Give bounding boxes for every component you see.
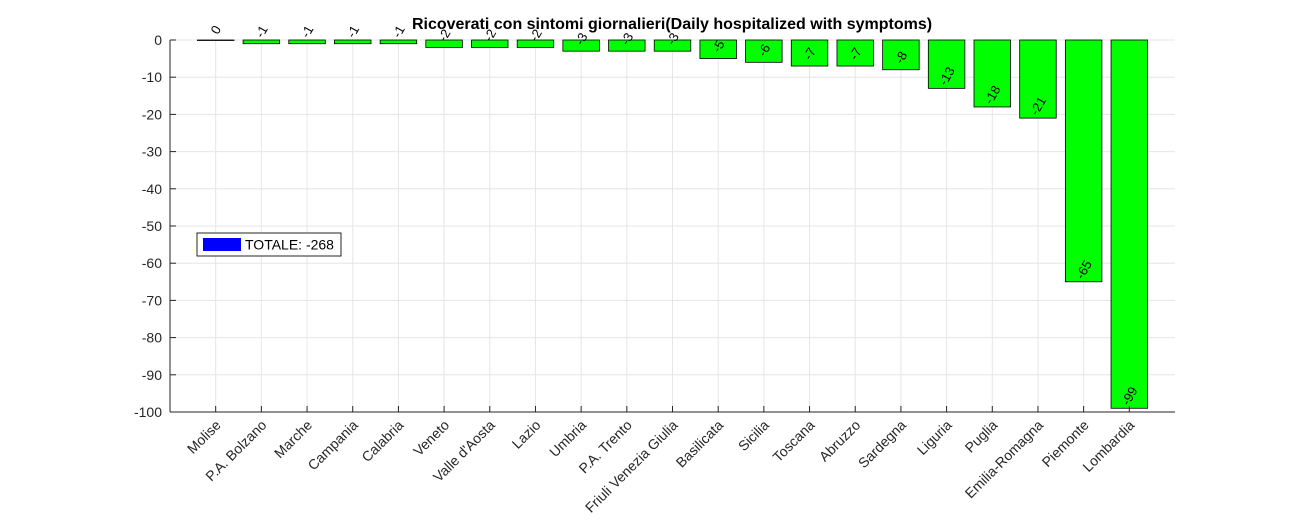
x-tick-label: Campania (304, 417, 361, 474)
legend-swatch (203, 238, 241, 251)
x-tick-label: Marche (271, 417, 315, 461)
x-tick-label: Puglia (962, 417, 1001, 456)
x-tick-label: Liguria (914, 417, 955, 458)
y-tick-label: -40 (142, 181, 162, 197)
legend-label: TOTALE: -268 (245, 237, 334, 253)
x-tick-label: Veneto (410, 417, 452, 459)
y-tick-label: -60 (142, 255, 162, 271)
bar-p-a-bolzano (242, 39, 281, 45)
bar-marche (288, 39, 326, 45)
bar-calabria (379, 39, 418, 45)
data-label: -1 (389, 23, 408, 41)
x-tick-label: Emilia-Romagna (962, 417, 1047, 502)
x-tick-label: Toscana (769, 417, 817, 465)
y-tick-label: -30 (142, 144, 162, 160)
axes (169, 39, 1175, 413)
bar-sicilia (745, 39, 783, 63)
x-tick-label: Sardegna (855, 417, 909, 471)
bar-p-a-trento (608, 39, 646, 52)
x-tick-label: Molise (184, 417, 224, 457)
y-tick-label: -50 (142, 218, 162, 234)
bar-basilicata (699, 39, 737, 60)
bar-campania (334, 39, 372, 45)
x-tick-label: Basilicata (673, 417, 727, 471)
bar-umbria (562, 39, 600, 52)
y-tick-label: -90 (142, 367, 162, 383)
x-tick-label: Sicilia (735, 417, 772, 454)
bar-puglia (973, 39, 1011, 108)
legend: TOTALE: -268 (196, 232, 342, 257)
bar-emilia-romagna (1019, 39, 1057, 119)
y-tick-label: 0 (154, 32, 162, 48)
bars (197, 39, 1148, 409)
bar-veneto (425, 39, 463, 48)
y-tick-labels: 0 -10 -20 -30 -40 -50 -60 -70 -80 -90 -100 (134, 32, 162, 420)
data-label: -1 (298, 23, 317, 41)
chart-title: Ricoverati con sintomi giornalieri(Daily… (412, 16, 932, 33)
y-tick-label: -100 (134, 404, 162, 420)
bar-friuli-venezia-giulia (653, 39, 692, 52)
x-tick-label: Calabria (358, 417, 406, 465)
y-tick-label: -10 (142, 69, 162, 85)
bar-lombardia (1110, 39, 1148, 409)
x-tick-label: Umbria (546, 417, 589, 460)
data-label: -1 (252, 23, 271, 41)
bar-liguria (927, 39, 966, 89)
bar-piemonte (1064, 39, 1103, 283)
y-tick-label: -20 (142, 106, 162, 122)
bar-abruzzo (836, 39, 874, 67)
bar-toscana (790, 39, 829, 67)
x-tick-label: Lazio (509, 417, 544, 452)
y-tick-label: -80 (142, 330, 162, 346)
bar-valle-d-aosta (471, 39, 509, 48)
bar-sardegna (882, 39, 920, 71)
y-tick-label: -70 (142, 292, 162, 308)
bar-lazio (516, 39, 555, 48)
bar-molise (197, 39, 235, 41)
data-label: 0 (207, 23, 224, 37)
data-label: -1 (343, 23, 362, 41)
